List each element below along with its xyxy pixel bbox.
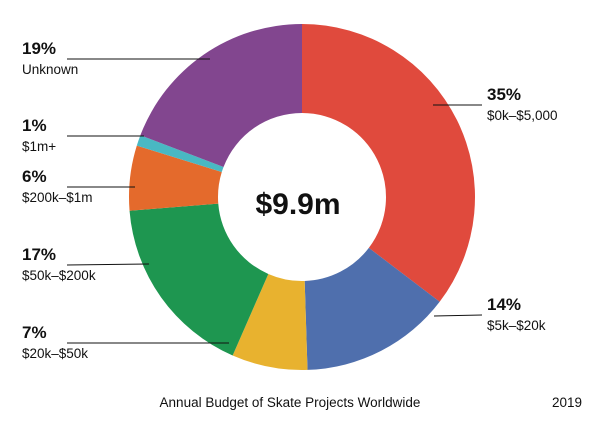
slice-1m [136,135,224,173]
slice-category-label: Unknown [22,62,78,77]
slice-labels: 35% $0k–$5,000 14% $5k–$20k 7% $20k–$50k 17% $5… [22,39,558,361]
slice-percent-label: 14% [487,295,521,314]
chart-year: 2019 [552,395,582,410]
leader-line [66,263,150,266]
slice-percent-label: 1% [22,116,47,135]
slice-category-label: $0k–$5,000 [487,108,558,123]
slice-percent-label: 7% [22,323,47,342]
donut-slices [129,24,476,370]
slice-unknown [140,24,302,168]
slice-category-label: $1m+ [22,139,56,154]
slice-percent-label: 17% [22,245,56,264]
slice-0k-5-000 [302,24,476,302]
slice-category-label: $200k–$1m [22,190,93,205]
slice-percent-label: 35% [487,85,521,104]
slice-50k-200k [129,203,269,356]
leader-line [433,314,483,317]
slice-5k-20k [304,247,440,370]
slice-category-label: $50k–$200k [22,268,96,283]
slice-category-label: $20k–$50k [22,346,88,361]
chart-caption: Annual Budget of Skate Projects Worldwid… [160,395,421,410]
center-total-label: $9.9m [255,188,340,221]
slice-percent-label: 6% [22,167,47,186]
slice-20k-50k [232,273,308,370]
slice-200k-1m [129,145,222,211]
slice-category-label: $5k–$20k [487,318,546,333]
slice-percent-label: 19% [22,39,56,58]
